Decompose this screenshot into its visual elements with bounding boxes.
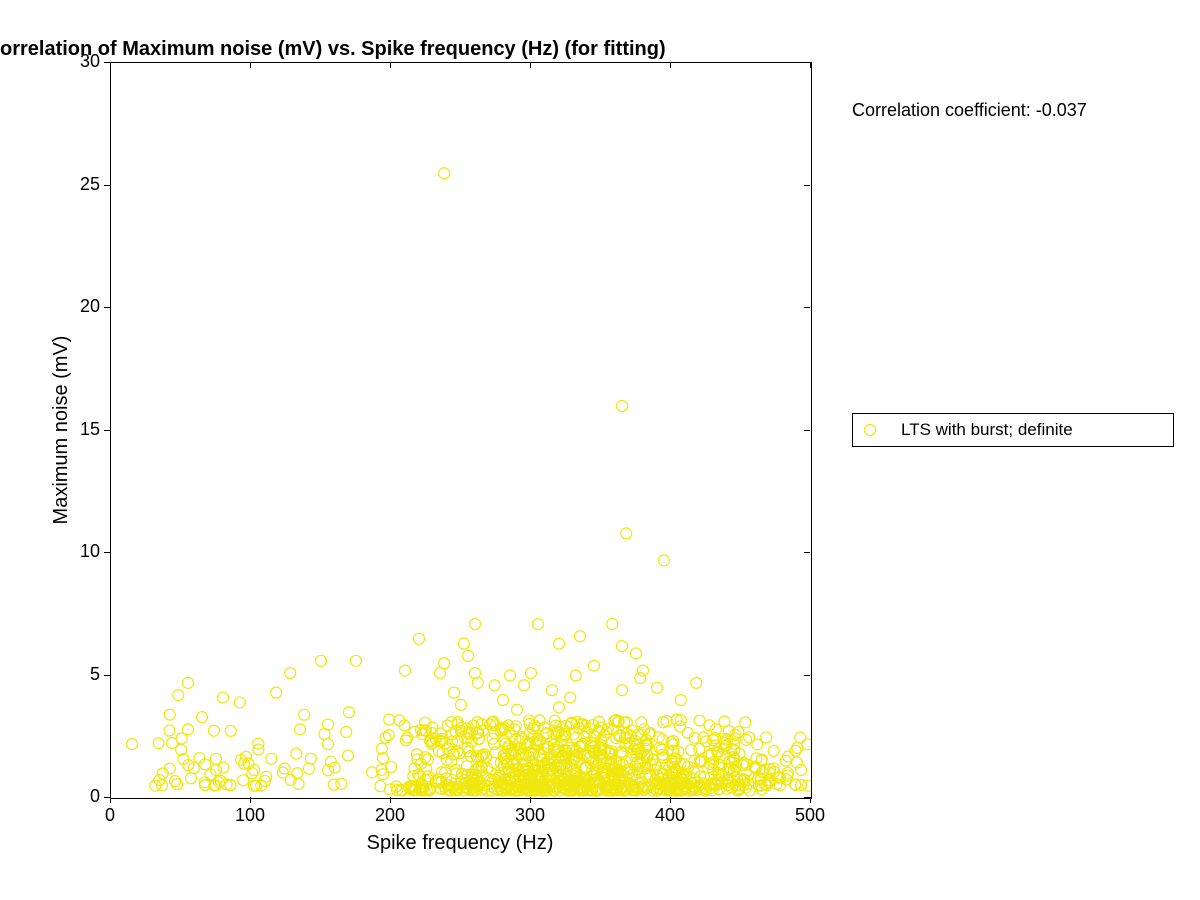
x-tick xyxy=(390,797,391,803)
x-tick xyxy=(670,62,671,68)
x-tick-label: 200 xyxy=(375,805,405,826)
y-tick xyxy=(104,430,110,431)
y-tick xyxy=(104,552,110,553)
y-tick xyxy=(804,307,810,308)
legend-marker-icon xyxy=(863,423,877,437)
y-tick-label: 20 xyxy=(80,296,100,317)
y-tick xyxy=(804,185,810,186)
y-axis-label: Maximum noise (mV) xyxy=(50,320,73,540)
y-tick-label: 5 xyxy=(90,664,100,685)
x-tick xyxy=(670,797,671,803)
y-tick xyxy=(104,62,110,63)
y-tick xyxy=(804,675,810,676)
y-tick-label: 10 xyxy=(80,541,100,562)
x-tick xyxy=(110,62,111,68)
y-tick xyxy=(104,185,110,186)
legend: LTS with burst; definite xyxy=(852,413,1174,447)
x-tick-label: 300 xyxy=(515,805,545,826)
x-tick-label: 500 xyxy=(795,805,825,826)
y-tick xyxy=(104,675,110,676)
x-tick xyxy=(250,797,251,803)
y-tick-label: 15 xyxy=(80,419,100,440)
x-tick xyxy=(810,62,811,68)
y-tick xyxy=(804,62,810,63)
y-tick xyxy=(104,797,110,798)
x-tick xyxy=(110,797,111,803)
x-tick xyxy=(530,62,531,68)
x-tick-label: 0 xyxy=(95,805,125,826)
x-tick-label: 100 xyxy=(235,805,265,826)
y-tick xyxy=(804,430,810,431)
x-axis-label: Spike frequency (Hz) xyxy=(350,832,570,855)
x-tick-label: 400 xyxy=(655,805,685,826)
x-tick xyxy=(530,797,531,803)
scatter-svg xyxy=(111,63,811,798)
x-tick xyxy=(390,62,391,68)
y-tick xyxy=(804,797,810,798)
legend-label: LTS with burst; definite xyxy=(901,420,1073,440)
plot-area xyxy=(110,62,812,799)
x-tick xyxy=(250,62,251,68)
y-tick-label: 0 xyxy=(90,786,100,807)
y-tick xyxy=(104,307,110,308)
correlation-text: Correlation coefficient: -0.037 xyxy=(852,100,1087,121)
y-tick xyxy=(804,552,810,553)
y-tick-label: 25 xyxy=(80,174,100,195)
x-tick xyxy=(810,797,811,803)
y-tick-label: 30 xyxy=(80,51,100,72)
